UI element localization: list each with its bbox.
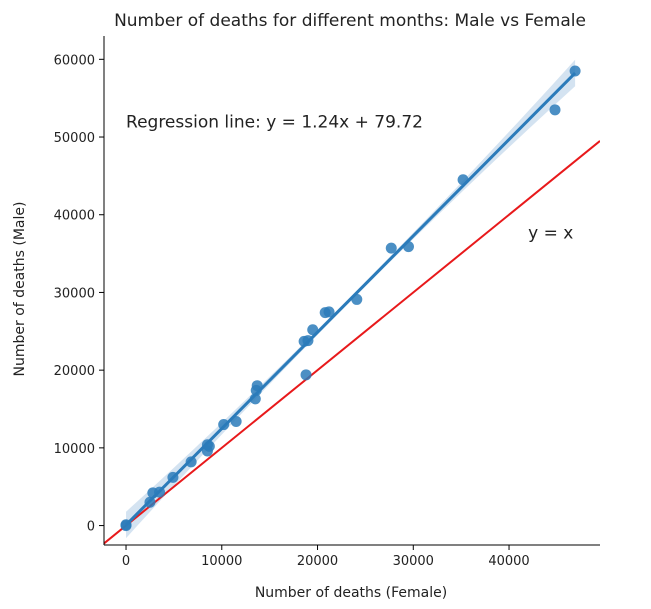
- x-tick-label: 10000: [201, 554, 242, 569]
- data-point: [549, 104, 561, 116]
- y-tick-label: 60000: [54, 53, 95, 68]
- y-axis-label: Number of deaths (Male): [12, 202, 28, 377]
- data-point: [402, 241, 414, 253]
- data-point: [203, 440, 215, 452]
- y-tick-label: 40000: [54, 209, 95, 224]
- ticks-layer: 0 10000 20000 30000 40000 0 10000 20000 30000 400…: [54, 53, 530, 569]
- data-point: [385, 242, 397, 254]
- data-point: [457, 174, 469, 186]
- data-point: [167, 471, 179, 483]
- data-point: [249, 393, 261, 405]
- reference-line: [104, 140, 600, 545]
- data-point: [302, 335, 314, 347]
- data-point: [154, 486, 166, 498]
- x-tick-label: 20000: [297, 554, 338, 569]
- x-tick-label: 0: [122, 554, 130, 569]
- points-layer: [120, 65, 581, 532]
- reference-line-label: y = x: [528, 224, 573, 244]
- annotations-layer: Regression line: y = 1.24x + 79.72 y = x: [126, 112, 573, 243]
- data-point: [569, 65, 581, 77]
- data-point: [351, 293, 363, 305]
- data-point: [218, 419, 230, 431]
- data-point: [307, 324, 319, 336]
- data-point: [323, 306, 335, 318]
- data-point: [251, 380, 263, 392]
- y-tick-label: 20000: [54, 364, 95, 379]
- data-point: [300, 369, 312, 381]
- regression-line: [124, 71, 577, 527]
- y-tick-label: 30000: [54, 286, 95, 301]
- chart-title: Number of deaths for different months: M…: [114, 11, 586, 31]
- axes-layer: [103, 36, 600, 546]
- regression-equation-label: Regression line: y = 1.24x + 79.72: [126, 112, 423, 132]
- x-axis-label: Number of deaths (Female): [255, 585, 447, 601]
- x-tick-label: 30000: [393, 554, 434, 569]
- y-tick-label: 50000: [54, 131, 95, 146]
- x-tick-label: 40000: [488, 554, 529, 569]
- y-tick-label: 0: [87, 520, 95, 535]
- data-point: [230, 415, 242, 427]
- data-point: [185, 456, 197, 468]
- data-point: [120, 519, 132, 531]
- y-tick-label: 10000: [54, 442, 95, 457]
- data-point: [144, 496, 156, 508]
- lines-layer: [104, 71, 600, 545]
